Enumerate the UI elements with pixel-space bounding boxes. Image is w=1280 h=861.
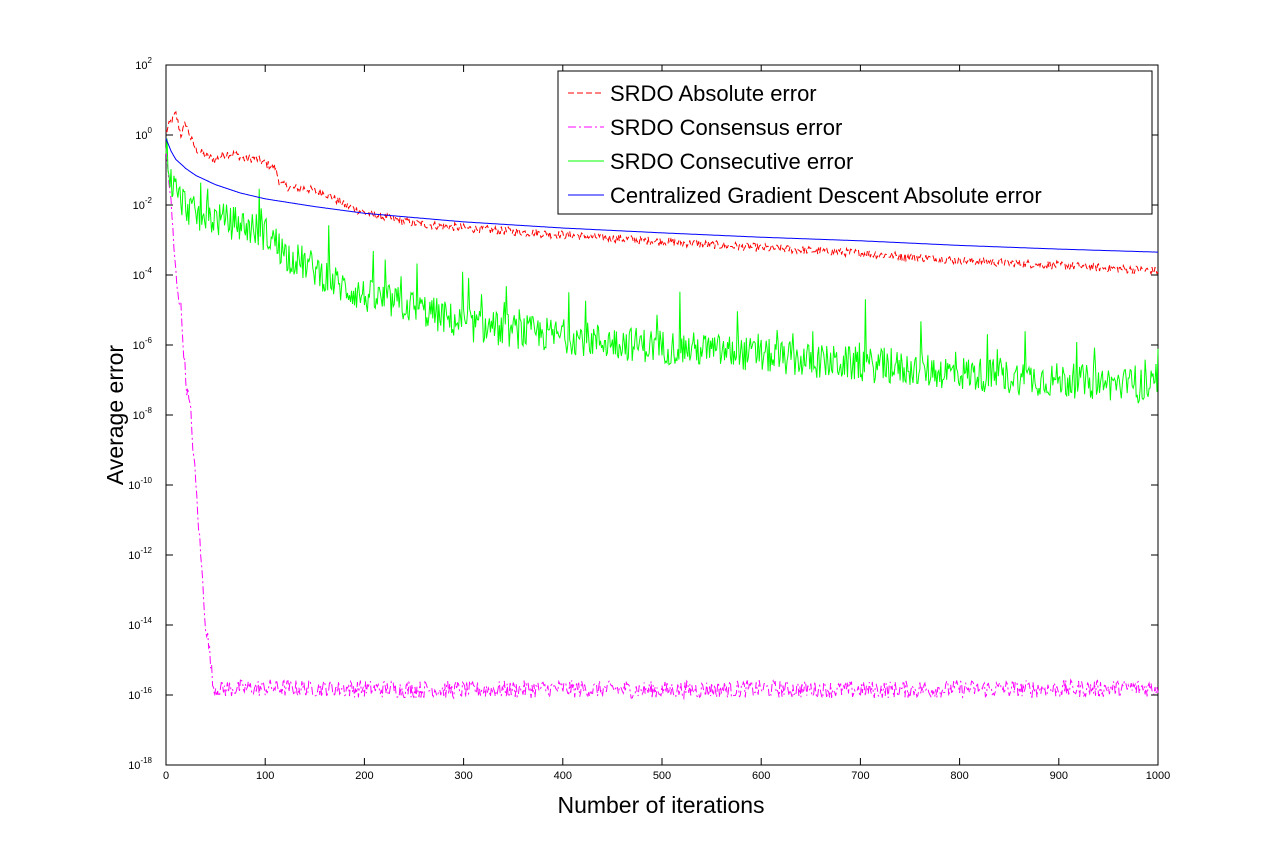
legend-box: [557, 70, 1153, 215]
y-axis-title: Average error: [102, 345, 128, 486]
legend-label-absolute: SRDO Absolute error: [610, 81, 817, 106]
y-tick-label: 10-8: [133, 406, 153, 422]
y-tick-label: 10-4: [133, 266, 153, 282]
series-centralized-gd: [165, 138, 1158, 253]
legend-entry-consecutive: SRDO Consecutive error: [568, 149, 853, 174]
x-tick-label: 900: [1050, 770, 1068, 782]
y-tick-label: 100: [135, 126, 152, 142]
y-tick-label: 10-10: [128, 476, 152, 492]
legend-label-consensus: SRDO Consensus error: [610, 115, 842, 140]
legend-entry-consensus: SRDO Consensus error: [568, 115, 842, 140]
x-tick-label: 400: [554, 770, 572, 782]
x-tick-label: 200: [355, 770, 373, 782]
axis-layer: 0 100 200 300 400 500 600 700 800 900 1000 102 100 10…: [128, 56, 1170, 782]
y-tick-label: 10-6: [133, 336, 153, 352]
y-tick-label: 102: [135, 56, 152, 72]
legend-entry-centralized: Centralized Gradient Descent Absolute er…: [568, 183, 1042, 208]
y-tick-label: 10-18: [128, 756, 152, 772]
legend: SRDO Absolute error SRDO Consensus error…: [557, 70, 1153, 215]
x-tick-label: 300: [454, 770, 472, 782]
x-tick-label: 0: [163, 770, 169, 782]
legend-entry-absolute: SRDO Absolute error: [568, 81, 817, 106]
x-tick-label: 500: [653, 770, 671, 782]
series-srdo-absolute: [165, 111, 1159, 275]
series-srdo-consecutive: [165, 138, 1159, 404]
y-tick-label: 10-2: [133, 196, 153, 212]
x-axis-title: Number of iterations: [557, 792, 764, 818]
x-tick-label: 800: [950, 770, 968, 782]
x-tick-label: 600: [752, 770, 770, 782]
y-tick-label: 10-14: [128, 616, 152, 632]
x-tick-label: 100: [256, 770, 274, 782]
x-tick-label: 1000: [1146, 770, 1170, 782]
series-layer: [165, 111, 1159, 701]
x-tick-label: 700: [851, 770, 869, 782]
legend-label-centralized: Centralized Gradient Descent Absolute er…: [610, 183, 1042, 208]
series-srdo-consensus: [165, 148, 1159, 701]
y-tick-label: 10-16: [128, 686, 152, 702]
legend-label-consecutive: SRDO Consecutive error: [610, 149, 853, 174]
y-tick-label: 10-12: [128, 546, 152, 562]
